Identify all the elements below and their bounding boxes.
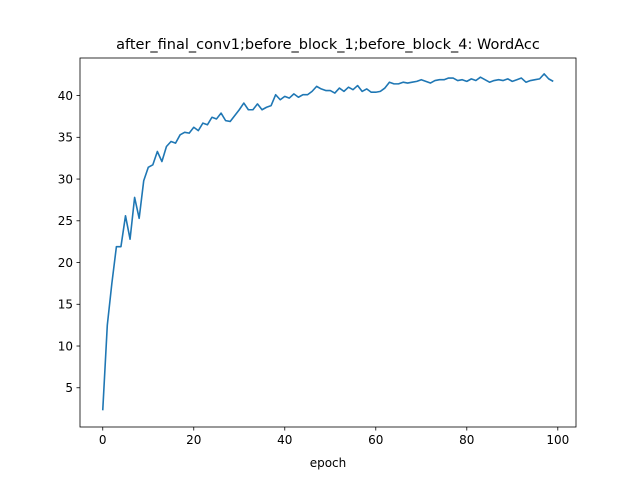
y-axis: 5 10 15 20 25 30 35 40 [58,89,80,395]
axes-frame [79,57,577,428]
y-tick-label: 10 [58,339,73,353]
x-tick-label: 40 [277,433,292,447]
y-tick-label: 35 [58,131,73,145]
y-tick-label: 30 [58,172,73,186]
x-tick-label: 60 [368,433,383,447]
y-tick-label: 15 [58,298,73,312]
y-tick-label: 5 [65,381,73,395]
series-line-0 [101,73,554,411]
y-tick-label: 40 [58,89,73,103]
x-axis-label: epoch [310,456,347,470]
plot-area: 0 20 40 60 80 100 5 10 15 20 25 30 35 40 [58,57,577,447]
x-axis: 0 20 40 60 80 100 [99,427,569,447]
x-tick-label: 20 [186,433,201,447]
y-tick-label: 20 [58,256,73,270]
series-group [101,73,554,411]
x-tick-label: 0 [99,433,107,447]
x-tick-label: 100 [546,433,569,447]
x-tick-label: 80 [459,433,474,447]
y-tick-label: 25 [58,214,73,228]
chart-title: after_final_conv1;before_block_1;before_… [116,37,540,53]
